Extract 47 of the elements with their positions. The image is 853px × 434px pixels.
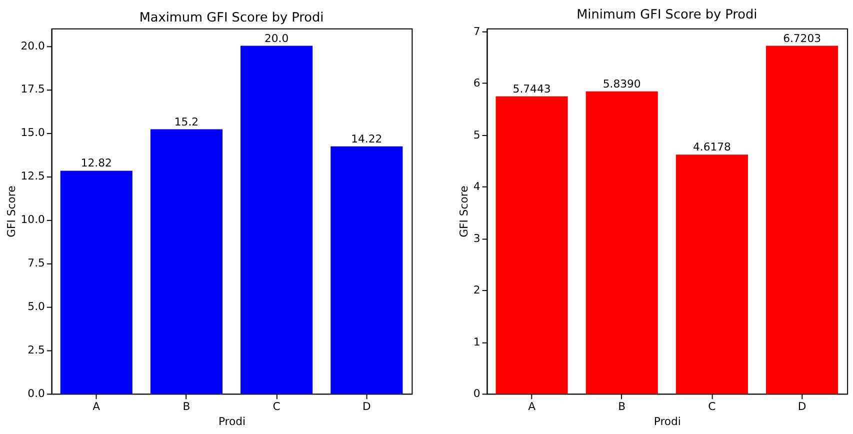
- bar: [240, 46, 313, 394]
- bar: [60, 170, 132, 394]
- x-tick-label: B: [618, 400, 626, 413]
- y-tick-label: 5.0: [28, 300, 46, 314]
- x-tick-label: A: [528, 400, 536, 413]
- y-tick-label: 12.5: [20, 170, 45, 183]
- y-tick-label: 5: [473, 128, 480, 142]
- x-tick-label: C: [708, 400, 716, 413]
- y-tick-label: 6: [473, 76, 480, 90]
- y-tick-label: 15.0: [20, 126, 46, 140]
- y-tick-label: 4: [473, 180, 480, 194]
- x-axis-title: Prodi: [654, 414, 681, 428]
- data-label: 4.6178: [692, 140, 732, 154]
- y-tick-label: 20.0: [20, 39, 46, 52]
- y-tick-label: 2: [473, 284, 480, 297]
- data-label: 20.0: [264, 32, 289, 45]
- x-tick-label: D: [362, 400, 371, 413]
- bar: [150, 129, 223, 394]
- bar: [330, 146, 403, 394]
- data-label: 6.7203: [783, 32, 822, 45]
- y-tick-label: 2.5: [28, 344, 45, 357]
- data-label: 5.8390: [602, 77, 641, 90]
- x-tick-label: C: [272, 400, 280, 413]
- y-tick-label: 10.0: [20, 213, 46, 226]
- data-label: 5.7443: [512, 82, 551, 96]
- y-tick-label: 7.5: [28, 256, 45, 270]
- y-tick-label: 1: [473, 335, 480, 348]
- data-label: 15.2: [174, 115, 199, 128]
- data-label: 12.82: [80, 156, 112, 170]
- y-tick-label: 0.0: [28, 387, 46, 400]
- y-tick-label: 3: [473, 232, 480, 245]
- y-tick-label: 0: [473, 387, 480, 400]
- x-tick-label: B: [182, 400, 190, 413]
- x-tick-label: A: [92, 400, 101, 413]
- data-label: 14.22: [351, 132, 382, 146]
- bar: [766, 46, 838, 394]
- y-axis-title: GFI Score: [457, 185, 470, 238]
- bar: [586, 91, 658, 394]
- bar: [496, 96, 568, 394]
- chart-title: Maximum GFI Score by Prodi: [139, 10, 324, 26]
- y-axis-title: GFI Score: [4, 185, 18, 238]
- x-tick-label: D: [798, 400, 806, 413]
- bar: [676, 154, 748, 394]
- chart-title: Minimum GFI Score by Prodi: [576, 7, 758, 22]
- x-axis-title: Prodi: [218, 414, 246, 428]
- y-tick-label: 17.5: [20, 82, 45, 96]
- y-tick-label: 7: [473, 24, 480, 38]
